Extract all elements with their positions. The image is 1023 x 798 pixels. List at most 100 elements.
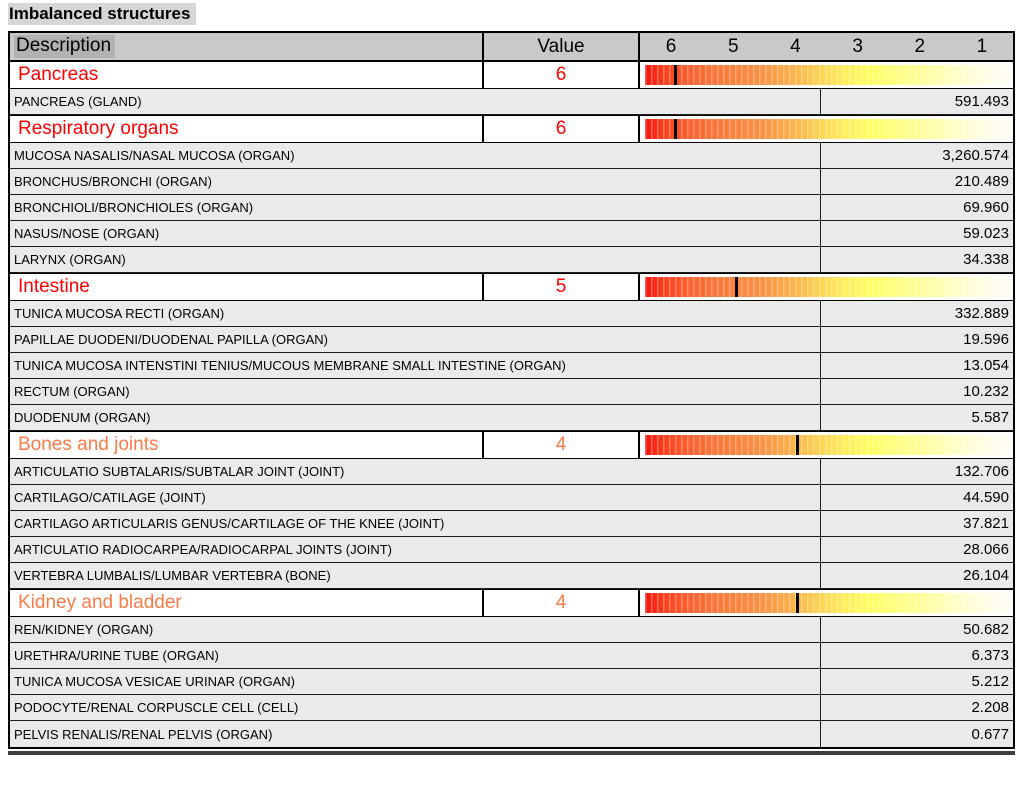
item-value: 13.054: [963, 357, 1009, 374]
item-row: BRONCHUS/BRONCHI (ORGAN) 210.489: [10, 169, 1013, 195]
item-row: TUNICA MUCOSA INTENSTINI TENIUS/MUCOUS M…: [10, 353, 1013, 379]
scale-marker: [734, 277, 738, 297]
item-value: 3,260.574: [942, 147, 1009, 164]
group-row: Bones and joints 4: [10, 431, 1013, 459]
item-value: 210.489: [954, 173, 1009, 190]
item-value: 28.066: [963, 541, 1009, 558]
scale-bar-cell: [640, 62, 1013, 88]
item-value: 37.821: [963, 515, 1009, 532]
item-row: CARTILAGO ARTICULARIS GENUS/CARTILAGE OF…: [10, 511, 1013, 537]
scale-tick-6: 6: [665, 35, 677, 57]
item-label: PODOCYTE/RENAL CORPUSCLE CELL (CELL): [10, 695, 821, 720]
table-header-row: Description Value 6 5 4 3 2 1: [10, 33, 1013, 61]
item-label: CARTILAGO ARTICULARIS GENUS/CARTILAGE OF…: [10, 511, 821, 536]
group-row: Intestine 5: [10, 273, 1013, 301]
item-label: PELVIS RENALIS/RENAL PELVIS (ORGAN): [10, 721, 821, 747]
item-value: 69.960: [963, 199, 1009, 216]
header-scale-cell[interactable]: 6 5 4 3 2 1: [640, 33, 1013, 60]
item-row: TUNICA MUCOSA RECTI (ORGAN) 332.889: [10, 301, 1013, 327]
item-row: PANCREAS (GLAND) 591.493: [10, 89, 1013, 115]
item-row: DUODENUM (ORGAN) 5.587: [10, 405, 1013, 431]
group-value: 6: [484, 116, 640, 142]
gradient-bar: [645, 435, 1010, 455]
item-label: VERTEBRA LUMBALIS/LUMBAR VERTEBRA (BONE): [10, 563, 821, 588]
scale-bar-cell: [640, 432, 1013, 458]
item-label: MUCOSA NASALIS/NASAL MUCOSA (ORGAN): [10, 143, 821, 168]
page-title: Imbalanced structures: [8, 3, 1015, 25]
gradient-bar: [645, 119, 1010, 139]
item-row: RECTUM (ORGAN) 10.232: [10, 379, 1013, 405]
item-value: 591.493: [954, 93, 1009, 110]
report-panel: Imbalanced structures Description Value …: [8, 3, 1015, 755]
item-row: CARTILAGO/CATILAGE (JOINT) 44.590: [10, 485, 1013, 511]
item-value: 5.587: [971, 409, 1009, 426]
scale-tick-2: 2: [914, 35, 926, 57]
group-name: Respiratory organs: [10, 116, 484, 142]
item-value: 132.706: [954, 463, 1009, 480]
item-label: LARYNX (ORGAN): [10, 247, 821, 272]
group-name: Intestine: [10, 274, 484, 300]
group-name: Pancreas: [10, 62, 484, 88]
scale-marker: [673, 65, 677, 85]
group-value: 6: [484, 62, 640, 88]
item-value: 19.596: [963, 331, 1009, 348]
item-row: BRONCHIOLI/BRONCHIOLES (ORGAN) 69.960: [10, 195, 1013, 221]
item-label: ARTICULATIO SUBTALARIS/SUBTALAR JOINT (J…: [10, 459, 821, 484]
item-value: 44.590: [963, 489, 1009, 506]
item-row: VERTEBRA LUMBALIS/LUMBAR VERTEBRA (BONE)…: [10, 563, 1013, 589]
item-value: 50.682: [963, 621, 1009, 638]
item-row: MUCOSA NASALIS/NASAL MUCOSA (ORGAN) 3,260…: [10, 143, 1013, 169]
gradient-bar: [645, 593, 1010, 613]
gradient-bar: [645, 277, 1010, 297]
item-label: TUNICA MUCOSA VESICAE URINAR (ORGAN): [10, 669, 821, 694]
item-label: TUNICA MUCOSA INTENSTINI TENIUS/MUCOUS M…: [10, 353, 821, 378]
group-value: 4: [484, 432, 640, 458]
item-row: ARTICULATIO SUBTALARIS/SUBTALAR JOINT (J…: [10, 459, 1013, 485]
item-label: PAPILLAE DUODENI/DUODENAL PAPILLA (ORGAN…: [10, 327, 821, 352]
item-row: ARTICULATIO RADIOCARPEA/RADIOCARPAL JOIN…: [10, 537, 1013, 563]
scale-tick-1: 1: [976, 35, 988, 57]
item-label: DUODENUM (ORGAN): [10, 405, 821, 430]
item-value: 34.338: [963, 251, 1009, 268]
item-label: REN/KIDNEY (ORGAN): [10, 617, 821, 642]
scale-marker: [795, 593, 799, 613]
table-body: Pancreas 6 PANCREAS (GLAND) 591.493 Respirat…: [10, 61, 1013, 747]
scale-tick-3: 3: [852, 35, 863, 57]
page-title-text: Imbalanced structures: [8, 3, 197, 25]
header-description-cell[interactable]: Description: [10, 33, 484, 60]
item-row: PELVIS RENALIS/RENAL PELVIS (ORGAN) 0.677: [10, 721, 1013, 747]
item-row: PAPILLAE DUODENI/DUODENAL PAPILLA (ORGAN…: [10, 327, 1013, 353]
group-row: Kidney and bladder 4: [10, 589, 1013, 617]
group-value: 4: [484, 590, 640, 616]
item-label: BRONCHUS/BRONCHI (ORGAN): [10, 169, 821, 194]
item-value: 2.208: [971, 699, 1009, 716]
item-value: 5.212: [971, 673, 1009, 690]
scale-bar-cell: [640, 274, 1013, 300]
item-label: URETHRA/URINE TUBE (ORGAN): [10, 643, 821, 668]
header-value-label: Value: [537, 35, 585, 57]
item-value: 10.232: [963, 383, 1009, 400]
item-label: BRONCHIOLI/BRONCHIOLES (ORGAN): [10, 195, 821, 220]
group-row: Respiratory organs 6: [10, 115, 1013, 143]
item-label: NASUS/NOSE (ORGAN): [10, 221, 821, 246]
item-value: 0.677: [971, 725, 1009, 743]
header-description-label: Description: [14, 35, 116, 58]
item-label: PANCREAS (GLAND): [10, 89, 821, 114]
group-name: Kidney and bladder: [10, 590, 484, 616]
item-label: ARTICULATIO RADIOCARPEA/RADIOCARPAL JOIN…: [10, 537, 821, 562]
item-label: CARTILAGO/CATILAGE (JOINT): [10, 485, 821, 510]
scale-tick-5: 5: [727, 35, 739, 57]
item-row: REN/KIDNEY (ORGAN) 50.682: [10, 617, 1013, 643]
gradient-bar: [645, 65, 1010, 85]
header-value-cell[interactable]: Value: [484, 33, 640, 60]
item-row: URETHRA/URINE TUBE (ORGAN) 6.373: [10, 643, 1013, 669]
scale-marker: [673, 119, 677, 139]
item-value: 59.023: [963, 225, 1009, 242]
item-row: PODOCYTE/RENAL CORPUSCLE CELL (CELL) 2.20…: [10, 695, 1013, 721]
item-label: RECTUM (ORGAN): [10, 379, 821, 404]
item-label: TUNICA MUCOSA RECTI (ORGAN): [10, 301, 821, 326]
group-value: 5: [484, 274, 640, 300]
item-row: TUNICA MUCOSA VESICAE URINAR (ORGAN) 5.21…: [10, 669, 1013, 695]
item-row: NASUS/NOSE (ORGAN) 59.023: [10, 221, 1013, 247]
table-bottom-shadow: [8, 751, 1015, 755]
